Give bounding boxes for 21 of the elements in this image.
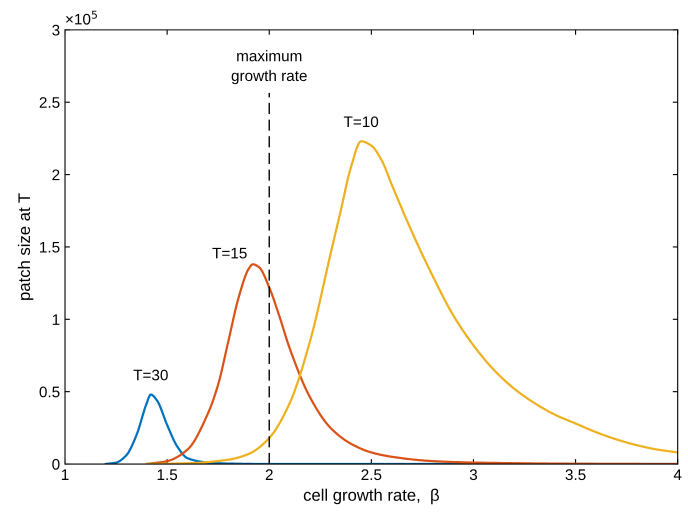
x-tick-label: 2 [266, 469, 273, 480]
y-axis-title: patch size at T [18, 193, 34, 300]
y-tick-label: 1 [52, 314, 60, 325]
ref-line-label: maximum growth rate [232, 50, 307, 84]
series-label: T=30 [134, 370, 168, 380]
y-tick-label: 0 [52, 458, 60, 470]
x-tick-label: 2.5 [362, 469, 382, 480]
y-tick-label: 2.5 [40, 97, 60, 108]
x-tick-label: 3.5 [566, 469, 586, 480]
y-tick-label: 1.5 [40, 242, 60, 253]
y-tick-label: 2 [52, 169, 60, 180]
series-label: T=10 [344, 116, 378, 128]
text: ×10$^{5}$ [66, 10, 97, 25]
x-axis-title: cell growth rate, β [304, 488, 439, 504]
x-tick-label: 1.5 [158, 469, 178, 480]
y-tick-label: 0.5 [40, 386, 60, 398]
series-label: T=15 [212, 248, 247, 259]
y-tick-label: 3 [52, 24, 60, 36]
x-tick-label: 4 [674, 469, 682, 480]
x-tick-label: 1 [62, 469, 69, 480]
x-tick-label: 3 [470, 469, 478, 480]
